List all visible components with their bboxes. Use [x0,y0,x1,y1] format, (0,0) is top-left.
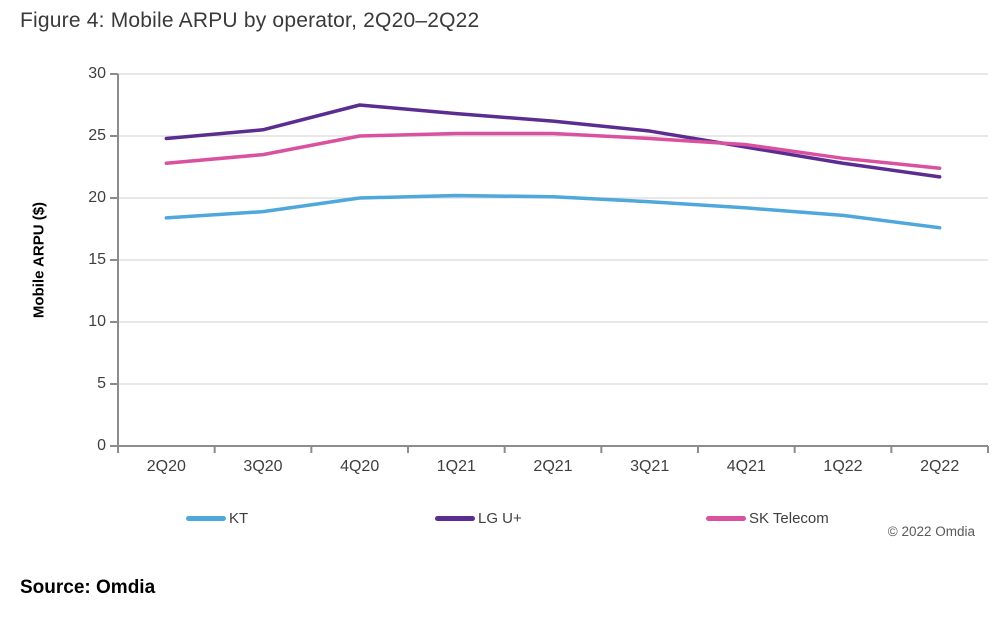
legend-item-kt: KT [186,507,248,529]
x-tick-label: 2Q21 [533,458,573,475]
legend-label: LG U+ [478,509,522,527]
series-line-sk-telecom [164,131,942,170]
y-tick-label: 5 [97,375,106,392]
legend-item-sk-telecom: SK Telecom [706,507,829,529]
legend-label: KT [229,509,249,527]
x-tick-label: 2Q22 [920,458,960,475]
legend-swatch-icon [706,515,746,521]
series-line-lg-u- [164,103,942,179]
x-tick-label: 1Q21 [436,458,476,475]
y-tick-label: 15 [88,251,106,268]
x-tick-label: 1Q22 [823,458,863,475]
legend-swatch-icon [435,515,475,521]
figure-title: Figure 4: Mobile ARPU by operator, 2Q20–… [20,9,480,32]
copyright-note: © 2022 Omdia [887,524,975,539]
legend-swatch-icon [186,515,226,521]
y-tick-label: 20 [88,189,106,206]
chart-legend: KT LG U+ SK Telecom [0,507,1000,531]
x-tick-label: 2Q20 [146,458,186,475]
x-tick-label: 4Q20 [340,458,380,475]
series-line-kt [164,193,942,230]
y-tick-label: 25 [88,127,106,144]
source-note: Source: Omdia [20,577,156,598]
x-tick-label: 3Q20 [243,458,283,475]
y-tick-label: 10 [88,313,106,330]
legend-label: SK Telecom [749,509,829,527]
legend-item-lg-u-: LG U+ [435,507,522,529]
y-tick-label: 30 [88,65,106,82]
y-tick-label: 0 [97,437,106,454]
line-chart-plot-area [110,73,989,453]
x-tick-label: 3Q21 [630,458,670,475]
x-tick-label: 4Q21 [726,458,766,475]
